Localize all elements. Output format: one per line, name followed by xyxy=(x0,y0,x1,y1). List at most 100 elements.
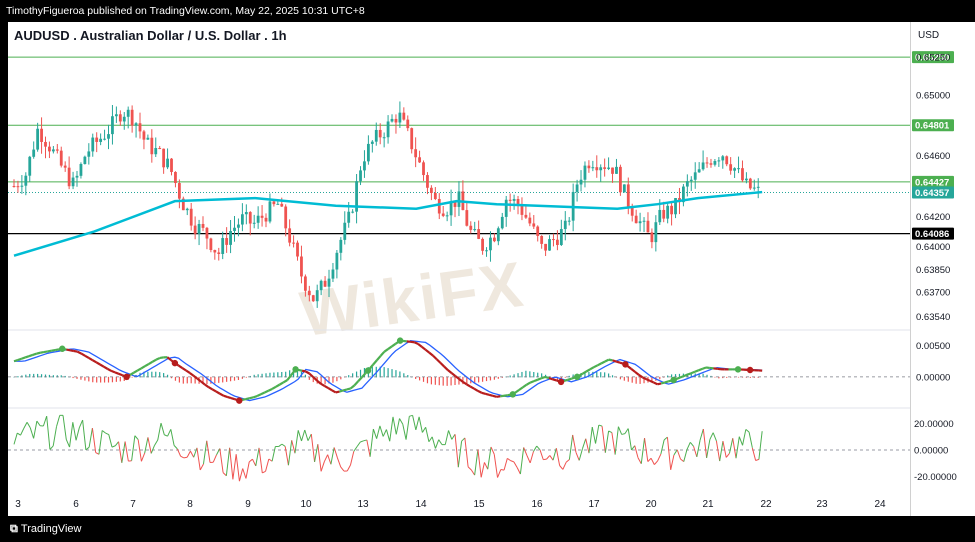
oscillator-fast-line xyxy=(103,365,109,370)
momentum-line xyxy=(676,449,681,460)
candle-body xyxy=(583,165,587,180)
candle-body xyxy=(99,138,103,142)
candle-body xyxy=(32,149,36,157)
oscillator-fast-line xyxy=(144,363,150,368)
candle-body xyxy=(654,222,658,243)
oscillator-histogram-bar xyxy=(466,376,468,384)
momentum-line xyxy=(660,439,665,455)
candle-body xyxy=(685,181,689,187)
momentum-line xyxy=(314,444,319,463)
momentum-line xyxy=(131,435,136,461)
oscillator-histogram-bar xyxy=(670,374,673,378)
candle-body xyxy=(170,158,173,172)
oscillator-fast-line xyxy=(604,358,610,363)
candle-body xyxy=(725,156,729,165)
oscillator-histogram-bar xyxy=(245,376,247,378)
momentum-line xyxy=(650,458,655,465)
candle-body xyxy=(272,201,276,205)
oscillator-histogram-bar xyxy=(568,375,570,378)
candle-body xyxy=(75,175,79,178)
oscillator-histogram-bar xyxy=(186,376,188,384)
candle-body xyxy=(71,177,75,187)
oscillator-fast-line xyxy=(481,391,486,395)
candle-body xyxy=(666,205,670,219)
oscillator-fast-line xyxy=(525,381,531,386)
candle-body xyxy=(296,242,299,257)
momentum-line xyxy=(82,420,87,450)
momentum-line xyxy=(350,451,355,466)
oscillator-fast-line xyxy=(638,373,644,379)
oscillator-histogram-bar xyxy=(627,376,629,382)
oscillator-fast-line xyxy=(698,367,703,372)
oscillator-fast-line xyxy=(77,350,82,355)
oscillator-fast-line xyxy=(563,378,568,383)
oscillator-fast-line xyxy=(106,367,112,372)
chart-area[interactable] xyxy=(8,22,910,516)
momentum-line xyxy=(385,429,391,442)
candle-body xyxy=(701,162,705,170)
candle-body xyxy=(55,149,59,151)
oscillator-fast-line xyxy=(118,372,123,377)
momentum-line xyxy=(301,429,306,442)
level-label-bg xyxy=(912,175,954,188)
candle-body xyxy=(603,167,607,169)
oscillator-fast-line xyxy=(597,362,602,367)
momentum-line xyxy=(101,430,106,434)
momentum-line xyxy=(405,416,410,440)
momentum-line xyxy=(591,426,597,444)
level-label-bg xyxy=(912,227,954,240)
momentum-line xyxy=(216,448,221,455)
oscillator-histogram-bar xyxy=(166,374,169,378)
momentum-line xyxy=(150,445,155,454)
x-tick-label: 15 xyxy=(473,499,485,510)
momentum-line xyxy=(164,434,168,437)
momentum-line xyxy=(572,434,577,453)
oscillator-fast-line xyxy=(316,379,322,385)
momentum-line xyxy=(497,469,502,478)
oscillator-histogram-bar xyxy=(663,376,665,378)
candle-body xyxy=(355,181,358,212)
candle-body xyxy=(359,170,362,182)
momentum-line xyxy=(412,415,417,430)
momentum-line xyxy=(124,441,129,462)
momentum-line xyxy=(268,458,273,462)
oscillator-fast-line xyxy=(320,382,326,387)
oscillator-fast-line xyxy=(612,359,617,363)
crossover-marker xyxy=(734,366,742,373)
oscillator-histogram-bar xyxy=(222,376,224,383)
candle-body xyxy=(721,156,725,161)
oscillator-histogram-bar xyxy=(706,374,708,378)
momentum-line xyxy=(595,424,600,444)
oscillator-histogram-bar xyxy=(611,375,614,378)
candle-body xyxy=(166,158,169,168)
momentum-line xyxy=(206,440,211,463)
oscillator-histogram-bar xyxy=(651,376,653,382)
candle-body xyxy=(374,129,378,142)
candle-body xyxy=(615,166,618,174)
candle-body xyxy=(611,167,614,174)
momentum-line xyxy=(29,427,35,439)
oscillator-fast-line xyxy=(43,350,48,354)
oscillator-histogram-bar xyxy=(289,370,291,378)
candle-body xyxy=(496,228,500,242)
momentum-line xyxy=(310,433,316,462)
momentum-line xyxy=(539,449,544,460)
momentum-line xyxy=(555,448,561,466)
oscillator-fast-line xyxy=(249,396,254,400)
price-axis[interactable] xyxy=(910,22,975,516)
oscillator-histogram-bar xyxy=(698,373,700,378)
momentum-line xyxy=(372,428,378,439)
candle-body xyxy=(366,143,370,162)
oscillator-histogram-bar xyxy=(426,376,429,384)
oscillator-fast-line xyxy=(435,358,442,364)
candle-body xyxy=(130,109,134,126)
momentum-line xyxy=(160,422,165,435)
momentum-line xyxy=(137,439,142,462)
momentum-line xyxy=(356,441,361,447)
candle-body xyxy=(599,167,603,171)
x-tick-label: 13 xyxy=(357,499,369,510)
momentum-line xyxy=(706,439,711,458)
momentum-line xyxy=(248,458,253,463)
oscillator-histogram-bar xyxy=(320,376,322,385)
oscillator-fast-line xyxy=(148,360,153,365)
